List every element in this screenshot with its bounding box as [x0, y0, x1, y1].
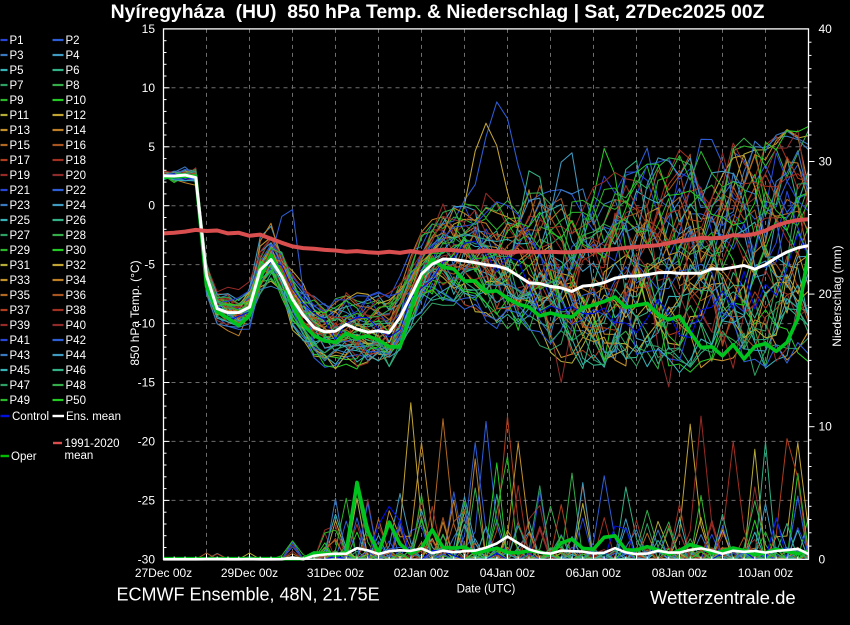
svg-text:P47: P47 — [10, 380, 30, 392]
svg-text:-10: -10 — [138, 317, 156, 331]
svg-text:20: 20 — [819, 287, 833, 301]
svg-text:P16: P16 — [66, 140, 86, 152]
svg-text:0: 0 — [148, 199, 155, 213]
svg-text:P2: P2 — [66, 35, 80, 47]
svg-text:Oper: Oper — [11, 451, 37, 463]
svg-text:Wetterzentrale.de: Wetterzentrale.de — [650, 587, 796, 608]
svg-text:08Jan 00z: 08Jan 00z — [652, 566, 707, 580]
svg-text:P44: P44 — [66, 350, 87, 362]
svg-text:P50: P50 — [66, 395, 86, 407]
svg-text:P29: P29 — [10, 245, 30, 257]
svg-text:P20: P20 — [66, 170, 86, 182]
svg-text:P30: P30 — [66, 245, 86, 257]
svg-text:P31: P31 — [10, 260, 30, 272]
svg-text:10: 10 — [819, 420, 833, 434]
svg-text:30: 30 — [819, 155, 833, 169]
svg-text:Control: Control — [12, 411, 49, 423]
svg-text:P22: P22 — [66, 185, 86, 197]
svg-text:P24: P24 — [66, 200, 87, 212]
svg-text:P37: P37 — [10, 305, 30, 317]
svg-text:P13: P13 — [10, 125, 30, 137]
svg-text:P19: P19 — [10, 170, 30, 182]
svg-text:P12: P12 — [66, 110, 86, 122]
svg-text:P10: P10 — [66, 95, 86, 107]
svg-text:P14: P14 — [66, 125, 87, 137]
svg-text:06Jan 00z: 06Jan 00z — [566, 566, 621, 580]
svg-text:P3: P3 — [10, 50, 24, 62]
svg-text:P23: P23 — [10, 200, 30, 212]
svg-text:P43: P43 — [10, 350, 30, 362]
svg-text:P1: P1 — [10, 35, 24, 47]
svg-text:mean: mean — [65, 450, 94, 462]
svg-text:P40: P40 — [66, 320, 86, 332]
svg-text:P45: P45 — [10, 365, 30, 377]
svg-text:10Jan 00z: 10Jan 00z — [738, 566, 793, 580]
svg-text:-25: -25 — [138, 493, 156, 507]
svg-text:-15: -15 — [138, 376, 156, 390]
svg-text:P39: P39 — [10, 320, 30, 332]
svg-text:P27: P27 — [10, 230, 30, 242]
svg-text:29Dec 00z: 29Dec 00z — [221, 566, 278, 580]
svg-text:04Jan 00z: 04Jan 00z — [480, 566, 535, 580]
svg-text:1991-2020: 1991-2020 — [65, 438, 120, 450]
svg-text:P33: P33 — [10, 275, 30, 287]
svg-text:P5: P5 — [10, 65, 24, 77]
svg-text:P49: P49 — [10, 395, 30, 407]
svg-text:P42: P42 — [66, 335, 86, 347]
svg-text:Nyíregyháza (HU) 850 hPa Tem: Nyíregyháza (HU) 850 hPa Temp. & Nieders… — [111, 1, 765, 23]
svg-text:P4: P4 — [66, 50, 81, 62]
svg-text:P8: P8 — [66, 80, 80, 92]
svg-text:P25: P25 — [10, 215, 30, 227]
svg-text:Niederschlag (mm): Niederschlag (mm) — [830, 245, 844, 346]
svg-text:P26: P26 — [66, 215, 86, 227]
svg-text:P6: P6 — [66, 65, 80, 77]
svg-text:P48: P48 — [66, 380, 86, 392]
svg-text:P35: P35 — [10, 290, 30, 302]
svg-text:27Dec 00z: 27Dec 00z — [135, 566, 192, 580]
svg-text:P15: P15 — [10, 140, 30, 152]
svg-text:5: 5 — [148, 140, 155, 154]
svg-text:10: 10 — [142, 81, 156, 95]
svg-text:40: 40 — [819, 22, 833, 36]
svg-text:850 hPa Temp. (°C): 850 hPa Temp. (°C) — [128, 260, 142, 365]
svg-text:-20: -20 — [138, 434, 156, 448]
svg-text:15: 15 — [142, 22, 156, 36]
svg-text:P38: P38 — [66, 305, 86, 317]
svg-text:P9: P9 — [10, 95, 24, 107]
svg-text:31Dec 00z: 31Dec 00z — [307, 566, 364, 580]
svg-text:ECMWF Ensemble, 48N, 21.75E: ECMWF Ensemble, 48N, 21.75E — [117, 585, 380, 605]
svg-text:-30: -30 — [138, 552, 156, 566]
svg-text:0: 0 — [819, 552, 826, 566]
svg-text:Ens. mean: Ens. mean — [66, 411, 121, 423]
svg-text:Date (UTC): Date (UTC) — [457, 584, 516, 596]
svg-text:P7: P7 — [10, 80, 24, 92]
svg-text:-5: -5 — [144, 258, 155, 272]
svg-text:P36: P36 — [66, 290, 86, 302]
svg-text:P32: P32 — [66, 260, 86, 272]
svg-text:P11: P11 — [10, 110, 30, 122]
svg-text:P28: P28 — [66, 230, 86, 242]
svg-text:P21: P21 — [10, 185, 30, 197]
svg-text:P18: P18 — [66, 155, 86, 167]
svg-text:P41: P41 — [10, 335, 30, 347]
svg-text:P34: P34 — [66, 275, 87, 287]
svg-text:02Jan 00z: 02Jan 00z — [394, 566, 449, 580]
svg-text:P17: P17 — [10, 155, 30, 167]
svg-text:P46: P46 — [66, 365, 86, 377]
